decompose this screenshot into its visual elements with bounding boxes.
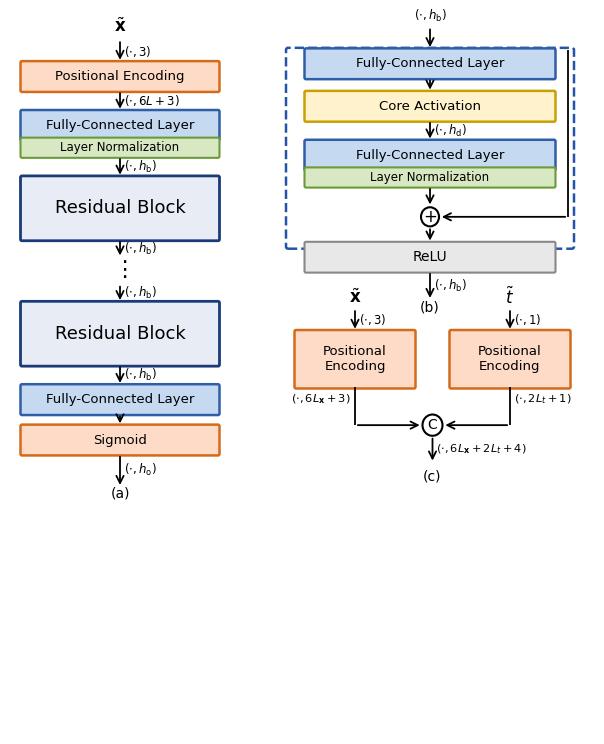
Text: Residual Block: Residual Block	[54, 199, 185, 217]
FancyBboxPatch shape	[21, 176, 219, 241]
Text: Fully-Connected Layer: Fully-Connected Layer	[356, 57, 504, 70]
Text: Residual Block: Residual Block	[54, 324, 185, 343]
Text: ReLU: ReLU	[413, 250, 448, 264]
Text: $(\cdot, h_\mathrm{b})$: $(\cdot, h_\mathrm{b})$	[124, 158, 157, 175]
Text: $(\cdot, h_\mathrm{o})$: $(\cdot, h_\mathrm{o})$	[124, 462, 157, 478]
FancyBboxPatch shape	[304, 91, 556, 122]
Text: $(\cdot, h_\mathrm{b})$: $(\cdot, h_\mathrm{b})$	[414, 8, 446, 24]
FancyBboxPatch shape	[295, 330, 416, 388]
FancyBboxPatch shape	[21, 138, 219, 158]
Circle shape	[421, 208, 439, 226]
Text: $(\cdot, h_\mathrm{b})$: $(\cdot, h_\mathrm{b})$	[434, 278, 467, 294]
Text: Layer Normalization: Layer Normalization	[370, 171, 490, 184]
Text: $\vdots$: $\vdots$	[113, 258, 127, 280]
Text: $\tilde{t}$: $\tilde{t}$	[506, 287, 515, 308]
Text: (b): (b)	[420, 300, 440, 314]
Text: Layer Normalization: Layer Normalization	[60, 141, 179, 154]
FancyBboxPatch shape	[304, 48, 556, 79]
Text: Fully-Connected Layer: Fully-Connected Layer	[356, 149, 504, 161]
Text: (c): (c)	[423, 469, 442, 483]
Text: Sigmoid: Sigmoid	[93, 434, 147, 446]
FancyBboxPatch shape	[21, 384, 219, 415]
FancyBboxPatch shape	[304, 167, 556, 187]
Text: $(\cdot, 6L+3)$: $(\cdot, 6L+3)$	[124, 94, 180, 109]
FancyBboxPatch shape	[21, 425, 219, 455]
Text: Fully-Connected Layer: Fully-Connected Layer	[46, 393, 194, 406]
Text: $(\cdot, 6L_\mathbf{x}+2L_t+4)$: $(\cdot, 6L_\mathbf{x}+2L_t+4)$	[437, 443, 527, 456]
Text: $(\cdot, 2L_t+1)$: $(\cdot, 2L_t+1)$	[514, 393, 571, 406]
Text: $(\cdot, 3)$: $(\cdot, 3)$	[359, 312, 387, 327]
Text: Positional Encoding: Positional Encoding	[55, 70, 185, 83]
FancyBboxPatch shape	[449, 330, 571, 388]
Text: $(\cdot, 6L_\mathbf{x}+3)$: $(\cdot, 6L_\mathbf{x}+3)$	[292, 393, 351, 406]
Text: Core Activation: Core Activation	[379, 100, 481, 113]
Text: $(\cdot, h_\mathrm{b})$: $(\cdot, h_\mathrm{b})$	[124, 285, 157, 301]
Text: $\tilde{\mathbf{x}}$: $\tilde{\mathbf{x}}$	[349, 289, 361, 307]
Text: $(\cdot, 3)$: $(\cdot, 3)$	[124, 43, 152, 59]
FancyBboxPatch shape	[21, 110, 219, 141]
FancyBboxPatch shape	[304, 242, 556, 272]
FancyBboxPatch shape	[21, 301, 219, 366]
Text: $\mathsf{C}$: $\mathsf{C}$	[427, 418, 438, 432]
FancyBboxPatch shape	[304, 140, 556, 170]
Text: $(\cdot, h_\mathrm{b})$: $(\cdot, h_\mathrm{b})$	[124, 367, 157, 383]
Text: $(\cdot, 1)$: $(\cdot, 1)$	[514, 312, 541, 327]
Text: $\tilde{\mathbf{x}}$: $\tilde{\mathbf{x}}$	[114, 17, 126, 36]
Text: $(\cdot, h_\mathrm{b})$: $(\cdot, h_\mathrm{b})$	[124, 240, 157, 257]
Circle shape	[423, 414, 443, 436]
Text: Positional
Encoding: Positional Encoding	[323, 345, 387, 373]
Text: Positional
Encoding: Positional Encoding	[478, 345, 542, 373]
FancyBboxPatch shape	[21, 61, 219, 92]
Text: (a): (a)	[111, 486, 130, 500]
Text: $(\cdot, h_\mathrm{d})$: $(\cdot, h_\mathrm{d})$	[434, 123, 467, 139]
Text: Fully-Connected Layer: Fully-Connected Layer	[46, 119, 194, 132]
Text: $+$: $+$	[423, 208, 437, 226]
